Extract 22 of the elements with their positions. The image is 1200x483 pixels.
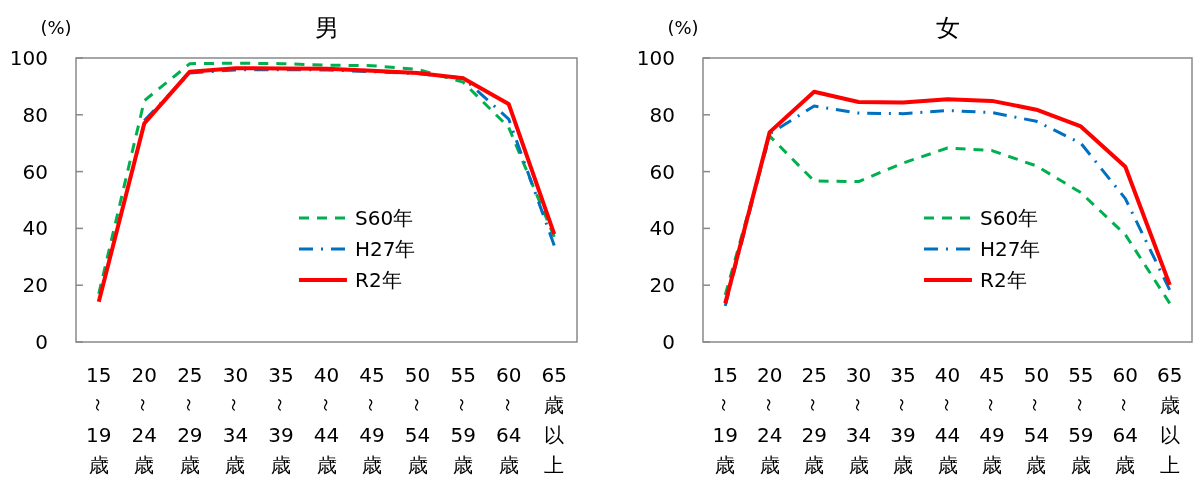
y-tick-label: 80: [649, 102, 675, 127]
y-axis-title: (%): [40, 17, 72, 38]
y-tick-label: 20: [649, 273, 675, 298]
chart-title: 女: [935, 14, 960, 42]
y-tick-label: 0: [662, 330, 675, 354]
y-tick-label: 40: [22, 216, 48, 241]
legend-label: R2年: [355, 268, 402, 292]
y-tick-label: 60: [22, 159, 48, 184]
legend-label: S60年: [355, 206, 414, 230]
y-tick-label: 20: [22, 273, 48, 298]
legend-label: R2年: [980, 268, 1027, 292]
y-tick-label: 0: [35, 330, 48, 354]
legend-label: S60年: [980, 206, 1039, 230]
legend-label: H27年: [355, 237, 416, 261]
y-tick-label: 100: [636, 46, 675, 70]
y-tick-label: 60: [649, 159, 675, 184]
y-tick-label: 80: [22, 102, 48, 127]
legend-label: H27年: [980, 237, 1041, 261]
y-tick-label: 100: [9, 46, 48, 70]
y-tick-label: 40: [649, 216, 675, 241]
chart-title: 男: [314, 14, 339, 42]
y-axis-title: (%): [667, 17, 699, 38]
